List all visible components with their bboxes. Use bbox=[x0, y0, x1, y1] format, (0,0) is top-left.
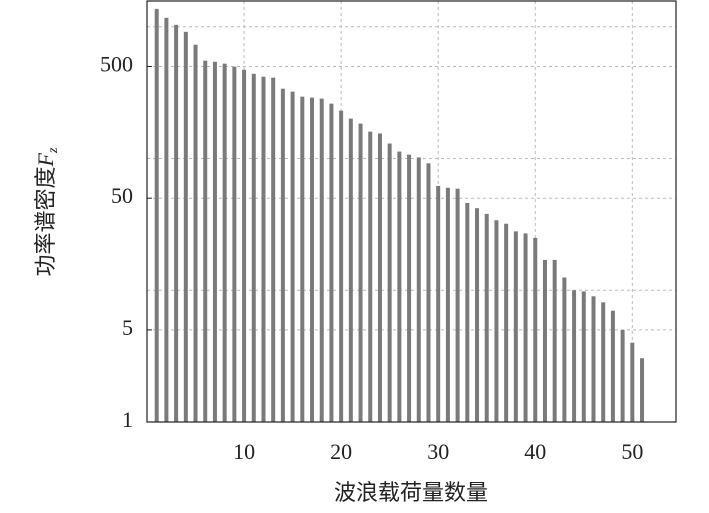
bar bbox=[465, 202, 470, 422]
bar bbox=[436, 185, 441, 422]
bar bbox=[533, 237, 538, 422]
bar bbox=[164, 17, 169, 422]
bar bbox=[212, 61, 217, 423]
bar bbox=[397, 151, 402, 422]
x-tick-label: 20 bbox=[330, 439, 352, 464]
bar bbox=[455, 188, 460, 422]
bar bbox=[416, 157, 421, 423]
bar bbox=[504, 223, 509, 422]
bar bbox=[630, 342, 635, 422]
y-tick-label: 50 bbox=[111, 183, 133, 208]
bar bbox=[310, 97, 315, 422]
bar bbox=[542, 259, 547, 422]
bar bbox=[242, 69, 247, 423]
x-tick-label: 40 bbox=[524, 439, 546, 464]
bar bbox=[387, 143, 392, 422]
bar bbox=[591, 296, 596, 422]
bar bbox=[348, 118, 353, 423]
bar bbox=[183, 31, 188, 422]
bar bbox=[523, 233, 528, 422]
bar bbox=[232, 66, 237, 422]
bar bbox=[271, 77, 276, 422]
x-tick-label: 50 bbox=[621, 439, 643, 464]
bar bbox=[610, 310, 615, 422]
bar bbox=[377, 133, 382, 422]
bar bbox=[494, 220, 499, 422]
x-axis-label: 波浪载荷量数量 bbox=[334, 480, 488, 505]
bar bbox=[475, 208, 480, 422]
bar bbox=[552, 259, 557, 422]
bar bbox=[251, 73, 256, 422]
bar bbox=[222, 63, 227, 422]
bar bbox=[154, 8, 159, 423]
plot-frame bbox=[146, 0, 677, 423]
bar bbox=[581, 291, 586, 422]
y-axis-label-symbol: F bbox=[33, 152, 58, 167]
x-tick-label: 10 bbox=[233, 439, 255, 464]
bar bbox=[445, 187, 450, 422]
bar bbox=[290, 91, 295, 422]
bar bbox=[358, 123, 363, 422]
bar bbox=[174, 24, 179, 422]
bar bbox=[572, 290, 577, 422]
bar bbox=[203, 60, 208, 422]
bar bbox=[300, 96, 305, 422]
bar bbox=[319, 98, 324, 422]
y-axis-label-text: 功率谱密度 bbox=[33, 166, 58, 276]
bar bbox=[513, 231, 518, 422]
y-tick-label: 1 bbox=[122, 407, 133, 432]
y-axis-label-subscript: z bbox=[46, 147, 61, 154]
bar bbox=[368, 131, 373, 422]
y-axis-label: 功率谱密度Fz bbox=[33, 147, 61, 276]
bar bbox=[562, 277, 567, 422]
y-tick-label: 500 bbox=[100, 52, 133, 77]
bar bbox=[640, 358, 645, 422]
bar bbox=[484, 213, 489, 422]
bar bbox=[620, 329, 625, 422]
bar bbox=[601, 302, 606, 422]
bar bbox=[426, 163, 431, 423]
bar bbox=[193, 44, 198, 423]
y-tick-label: 5 bbox=[122, 315, 133, 340]
bar bbox=[339, 110, 344, 422]
x-tick-label: 30 bbox=[427, 439, 449, 464]
bar bbox=[407, 154, 412, 423]
bar bbox=[280, 88, 285, 423]
bar bbox=[329, 103, 334, 422]
bar bbox=[261, 76, 266, 423]
